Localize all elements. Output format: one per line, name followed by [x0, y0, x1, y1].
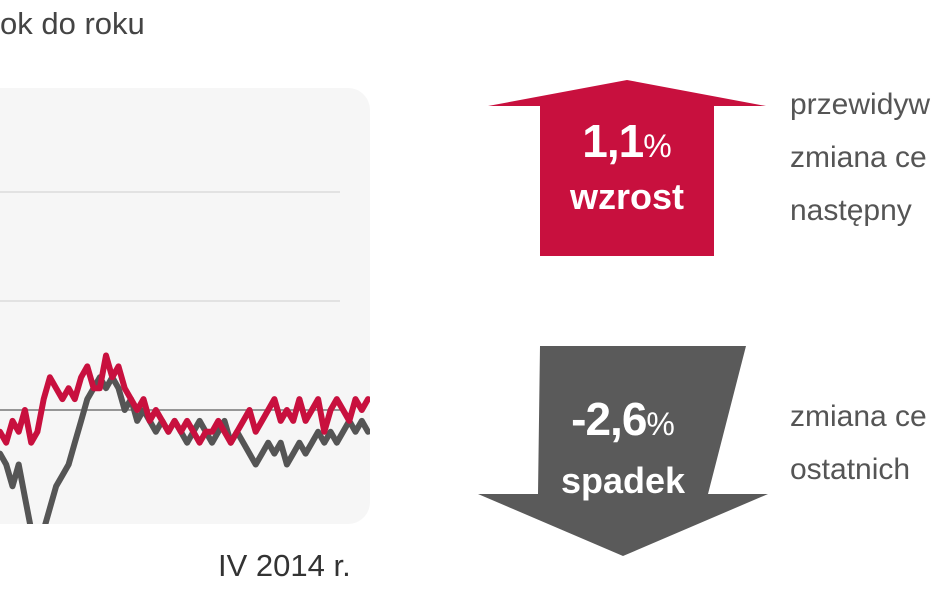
- decrease-value: -2,6%: [571, 393, 675, 445]
- increase-description: przewidyw zmiana ce następny: [790, 78, 930, 237]
- down-arrow-icon: [478, 346, 768, 556]
- series-line-red: [0, 352, 370, 446]
- desc-line: następny: [790, 194, 912, 227]
- increase-value: 1,1%: [582, 115, 672, 167]
- desc-line: zmiana ce: [790, 400, 927, 433]
- chart-title: ok do roku: [0, 6, 145, 41]
- desc-line: ostatnich: [790, 453, 911, 486]
- increase-arrow-callout: 1,1% wzrost: [486, 76, 768, 258]
- x-axis-end-label: IV 2014 r.: [218, 548, 351, 583]
- increase-word: wzrost: [569, 176, 684, 217]
- desc-line: zmiana ce: [790, 141, 927, 174]
- series-line-grey: [0, 374, 370, 524]
- desc-line: przewidyw: [790, 88, 931, 121]
- decrease-arrow-callout: -2,6% spadek: [478, 344, 768, 558]
- up-arrow-icon: [488, 80, 766, 256]
- decrease-description: zmiana ce ostatnich: [790, 390, 927, 496]
- line-chart: [0, 191, 370, 524]
- decrease-word: spadek: [560, 460, 686, 501]
- chart-panel: [0, 88, 370, 524]
